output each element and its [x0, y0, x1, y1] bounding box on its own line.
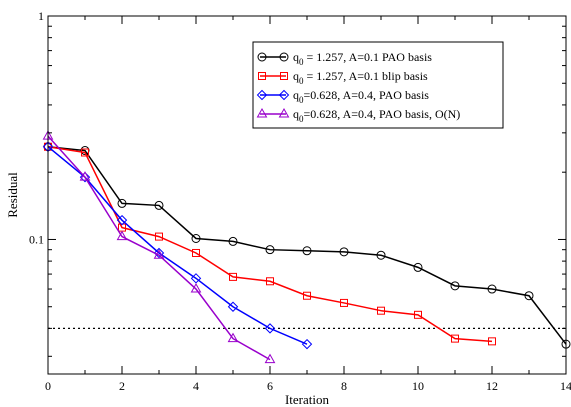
data-point-triangle: [116, 230, 128, 241]
legend-item: q0=0.628, A=0.4, PAO basis: [256, 88, 429, 105]
data-point-circle: [376, 250, 386, 260]
legend-label: q0=0.628, A=0.4, PAO basis: [293, 88, 429, 105]
legend-marker-square: [280, 72, 288, 80]
series-circle: [43, 142, 571, 349]
data-point-triangle: [79, 171, 91, 181]
legend-marker-square: [258, 72, 266, 80]
data-point-triangle: [264, 353, 276, 364]
data-point-square: [192, 248, 200, 257]
series-line: [47, 145, 493, 343]
data-point-diamond: [227, 301, 239, 312]
x-axis-label: Iteration: [285, 392, 330, 407]
data-point-diamond: [79, 171, 91, 183]
data-point-diamond: [264, 323, 276, 334]
y-tick-label: 1: [38, 9, 44, 23]
legend-marker-triangle: [256, 107, 268, 118]
data-point-square: [414, 310, 422, 319]
x-tick-label: 12: [486, 379, 498, 393]
legend-marker-circle: [257, 52, 267, 62]
data-point-square: [377, 306, 385, 315]
legend-item: q0=0.628, A=0.4, PAO basis, O(N): [256, 107, 460, 124]
y-tick-label: 0.1: [29, 232, 44, 246]
data-point-square: [340, 298, 348, 307]
series-square: [44, 142, 496, 346]
data-point-circle: [228, 236, 238, 246]
data-point-square: [229, 272, 237, 281]
x-tick-label: 2: [119, 379, 125, 393]
data-point-circle: [191, 233, 201, 243]
legend-label: q0 = 1.257, A=0.1 PAO basis: [293, 50, 432, 67]
y-axis-label: Residual: [5, 172, 20, 218]
axes-layer: 0 2 4 6 8 10 12 14 0.1 1: [29, 9, 571, 393]
legend-box: [252, 41, 504, 129]
legend-marker-circle: [279, 52, 289, 62]
data-point-circle: [302, 246, 312, 256]
data-point-triangle: [190, 283, 202, 293]
series-line: [47, 135, 271, 361]
data-point-circle: [450, 281, 460, 291]
data-point-diamond: [190, 273, 202, 284]
data-point-square: [81, 148, 89, 157]
series-layer: [42, 130, 571, 364]
data-point-circle: [487, 284, 497, 294]
data-point-diamond: [301, 338, 313, 350]
data-point-square: [303, 291, 311, 300]
data-point-diamond: [116, 214, 128, 226]
data-point-diamond: [153, 247, 165, 259]
data-point-circle: [117, 198, 127, 208]
data-point-circle: [154, 200, 164, 210]
data-point-circle: [265, 245, 275, 255]
series-diamond: [42, 141, 313, 350]
x-tick-label: 8: [341, 379, 347, 393]
data-point-circle: [339, 247, 349, 257]
series-triangle: [42, 130, 276, 364]
data-point-triangle: [153, 249, 165, 259]
x-tick-label: 6: [267, 379, 273, 393]
x-tick-label: 14: [560, 379, 571, 393]
legend: q0 = 1.257, A=0.1 PAO basis q0 = 1.257, A…: [252, 41, 504, 129]
data-point-square: [451, 334, 459, 343]
x-tick-label: 4: [193, 379, 199, 393]
legend-marker-diamond: [256, 89, 268, 101]
data-point-square: [155, 232, 163, 241]
data-point-circle: [413, 262, 423, 272]
legend-item: q0 = 1.257, A=0.1 PAO basis: [257, 50, 432, 67]
data-point-circle: [524, 291, 534, 301]
data-point-square: [266, 277, 274, 286]
data-point-triangle: [227, 332, 239, 343]
series-line: [47, 146, 308, 345]
series-line: [47, 145, 567, 345]
legend-label: q0=0.628, A=0.4, PAO basis, O(N): [293, 107, 460, 124]
x-tick-label: 10: [412, 379, 424, 393]
legend-label: q0 = 1.257, A=0.1 blip basis: [293, 69, 428, 86]
x-tick-label: 0: [45, 379, 51, 393]
legend-item: q0 = 1.257, A=0.1 blip basis: [258, 69, 428, 86]
legend-marker-triangle: [278, 107, 290, 118]
legend-marker-diamond: [278, 89, 290, 101]
data-point-square: [488, 337, 496, 346]
